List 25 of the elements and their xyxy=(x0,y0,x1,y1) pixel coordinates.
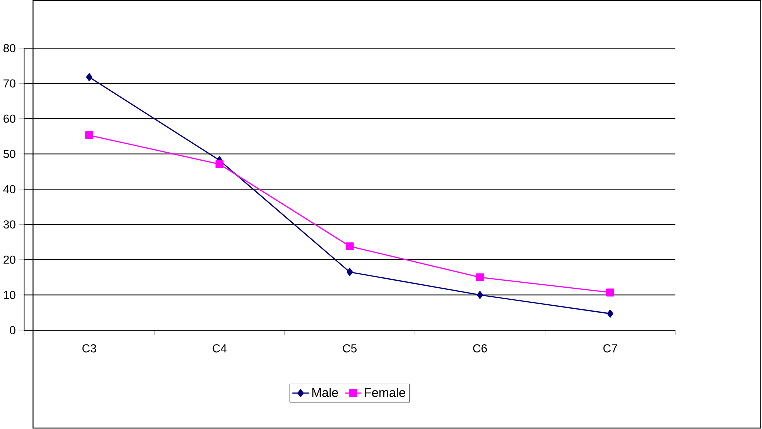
point xyxy=(606,288,614,297)
y-tick-label: 0 xyxy=(10,326,16,334)
y-tick-label: 60 xyxy=(4,114,16,123)
x-tick-label: C7 xyxy=(604,344,618,353)
legend-label: Female xyxy=(365,388,406,398)
y-tick-label: 50 xyxy=(4,150,16,158)
y-tick-label: 80 xyxy=(4,44,16,52)
point xyxy=(476,273,484,282)
y-tick-label: 30 xyxy=(4,220,16,229)
y-tick-label: 10 xyxy=(4,290,16,300)
point xyxy=(216,160,224,168)
point xyxy=(607,310,614,318)
x-tick-label: C4 xyxy=(212,344,227,353)
x-tick-label: C5 xyxy=(343,344,357,353)
point xyxy=(86,131,94,140)
point xyxy=(477,291,484,300)
y-tick-label: 20 xyxy=(4,256,16,264)
point xyxy=(346,242,354,250)
x-tick-label: C3 xyxy=(82,344,96,353)
y-tick-label: 40 xyxy=(3,185,16,194)
point xyxy=(86,73,93,82)
point xyxy=(346,268,354,276)
y-tick-label: 70 xyxy=(4,79,16,88)
legend-label: Male xyxy=(312,388,338,398)
x-tick-label: C6 xyxy=(473,344,488,353)
